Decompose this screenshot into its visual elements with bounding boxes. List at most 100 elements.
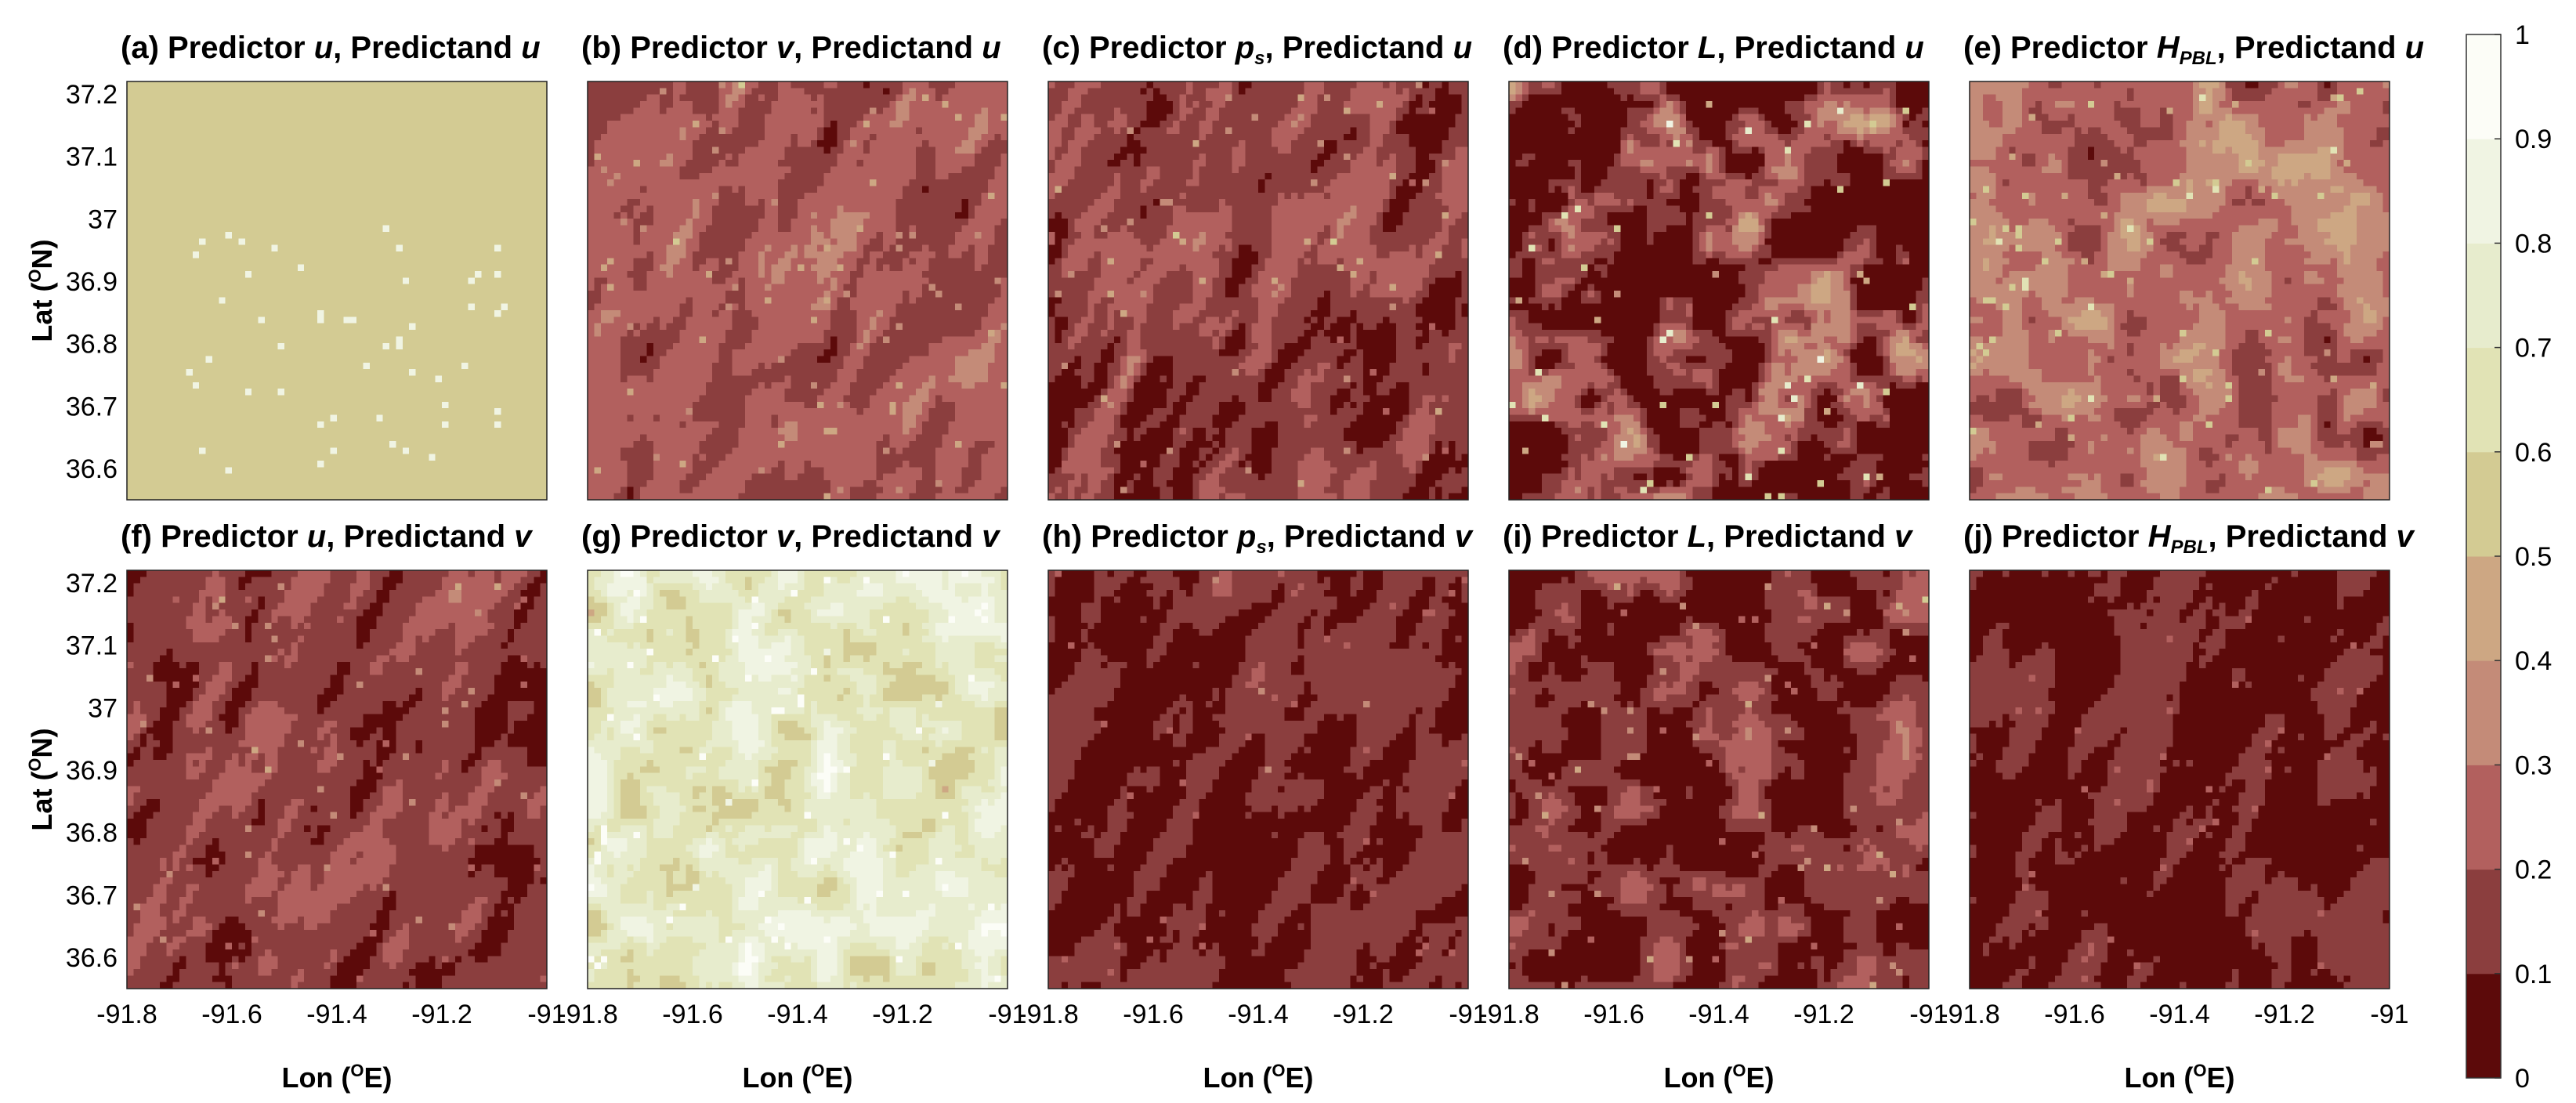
heatmap-cell [310, 454, 318, 461]
heatmap-cell [409, 336, 417, 344]
heatmap-cell [159, 146, 167, 154]
heatmap-cell [369, 486, 377, 494]
heatmap-cell [672, 146, 680, 154]
heatmap-cell [454, 316, 462, 324]
heatmap-cell [922, 133, 930, 141]
heatmap-cell [928, 153, 936, 161]
heatmap-cell [415, 205, 423, 213]
heatmap-cell [310, 434, 318, 442]
heatmap-cell [442, 362, 449, 370]
heatmap-cell [942, 133, 950, 141]
heatmap-cell [494, 316, 501, 324]
heatmap-cell [297, 375, 305, 383]
heatmap-cell [205, 146, 213, 154]
heatmap-cell [133, 146, 141, 154]
heatmap-cell [343, 160, 351, 168]
heatmap-cell [369, 166, 377, 174]
heatmap-cell [376, 251, 384, 259]
heatmap-cell [627, 101, 635, 108]
heatmap-cell [376, 186, 384, 193]
heatmap-cell [363, 212, 371, 219]
heatmap-cell [396, 330, 403, 337]
heatmap-cell [159, 140, 167, 148]
heatmap-cell [258, 212, 266, 219]
heatmap-cell [948, 146, 956, 154]
heatmap-cell [389, 146, 396, 154]
heatmap-cell [481, 362, 489, 370]
heatmap-cell [337, 336, 344, 344]
heatmap-cell [514, 284, 522, 291]
heatmap-cell [139, 382, 147, 389]
heatmap-cell [284, 342, 291, 350]
heatmap-cell [147, 133, 154, 141]
heatmap-cell [468, 447, 476, 455]
heatmap-cell [139, 401, 147, 409]
heatmap-cell [415, 107, 423, 115]
heatmap-cell [402, 277, 410, 285]
heatmap-cell [349, 434, 357, 442]
heatmap-cell [474, 297, 482, 305]
heatmap-cell [127, 375, 134, 383]
heatmap-cell [461, 244, 469, 252]
heatmap-cell [402, 375, 410, 383]
heatmap-cell [468, 219, 476, 226]
heatmap-cell [396, 146, 403, 154]
heatmap-cell [454, 192, 462, 200]
heatmap-cell [324, 81, 331, 89]
heatmap-cell [297, 428, 305, 436]
heatmap-cell [232, 166, 239, 174]
heatmap-cell [310, 356, 318, 363]
heatmap-cell [284, 88, 291, 96]
heatmap-cell [127, 166, 134, 174]
heatmap-cell [909, 127, 917, 135]
heatmap-cell [291, 369, 298, 377]
heatmap-cell [238, 421, 246, 429]
heatmap-cell [409, 284, 417, 291]
heatmap-cell [396, 342, 403, 350]
heatmap-cell [487, 493, 495, 501]
heatmap-cell [225, 486, 233, 494]
heatmap-cell [337, 258, 344, 266]
heatmap-cell [317, 323, 324, 331]
heatmap-cell [251, 88, 259, 96]
heatmap-cell [494, 486, 501, 494]
heatmap-cell [540, 323, 548, 331]
heatmap-cell [389, 140, 396, 148]
heatmap-cell [192, 473, 200, 481]
heatmap-cell [474, 486, 482, 494]
heatmap-cell [337, 107, 344, 115]
heatmap-cell [251, 179, 259, 187]
heatmap-cell [526, 231, 534, 239]
heatmap-cell [442, 127, 449, 135]
heatmap-cell [310, 395, 318, 403]
heatmap-cell [396, 127, 403, 135]
heatmap-cell [415, 101, 423, 108]
heatmap-cell [244, 81, 252, 89]
heatmap-cell [481, 258, 489, 266]
heatmap-cell [277, 342, 285, 350]
heatmap-cell [409, 473, 417, 481]
heatmap-cell [435, 88, 443, 96]
heatmap-cell [310, 401, 318, 409]
heatmap-cell [258, 467, 266, 475]
heatmap-cell [981, 160, 989, 168]
heatmap-cell [402, 369, 410, 377]
heatmap-cell [435, 114, 443, 121]
heatmap-cell [363, 421, 371, 429]
heatmap-cell [192, 258, 200, 266]
heatmap-cell [409, 389, 417, 396]
heatmap-cell [297, 421, 305, 429]
heatmap-cell [817, 133, 825, 141]
heatmap-cell [238, 81, 246, 89]
heatmap-cell [369, 408, 377, 416]
heatmap-cell [349, 179, 357, 187]
heatmap-cell [192, 389, 200, 396]
heatmap-cell [810, 146, 818, 154]
heatmap-cell [810, 160, 818, 168]
heatmap-cell [429, 460, 436, 468]
heatmap-cell [258, 479, 266, 487]
heatmap-cell [376, 369, 384, 377]
heatmap-cell [127, 401, 134, 409]
heatmap-cell [133, 454, 141, 461]
